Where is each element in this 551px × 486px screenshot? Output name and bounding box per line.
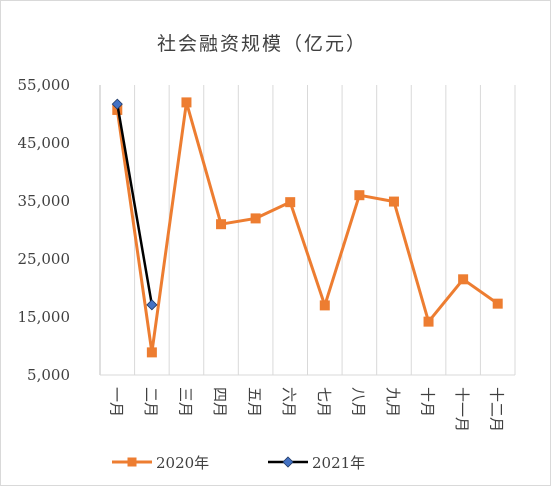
x-category-label: 十二月 [488, 387, 506, 432]
y-tick-label: 15,000 [18, 308, 71, 326]
x-category-label: 一月 [107, 387, 125, 417]
axes [99, 85, 515, 376]
x-category-label: 八月 [349, 387, 367, 417]
series-line-2021 [116, 103, 154, 306]
legend-label: 2021年 [312, 454, 365, 472]
x-category-label: 十一月 [453, 387, 471, 432]
x-category-label: 九月 [384, 387, 402, 417]
x-category-label: 二月 [142, 387, 160, 417]
data-point-marker [354, 190, 365, 201]
x-category-label: 十月 [419, 387, 437, 417]
gridlines [134, 85, 516, 375]
data-point-marker [285, 197, 296, 208]
data-point-marker [146, 347, 157, 358]
x-category-label: 五月 [246, 387, 264, 417]
x-axis-category-labels: 一月 二月 三月 四月 五月 六月 七月 八月 九月 十月 十一月 十二月 [107, 387, 505, 432]
legend: 2020年 2021年 [112, 454, 365, 472]
x-category-label: 六月 [280, 387, 298, 417]
x-category-label: 三月 [176, 387, 194, 417]
legend-label: 2020年 [156, 454, 209, 472]
series-lines [111, 97, 503, 358]
y-tick-label: 55,000 [18, 76, 71, 94]
data-point-marker [458, 274, 469, 285]
data-point-marker [492, 298, 503, 309]
data-point-marker [388, 196, 399, 207]
data-point-marker [216, 219, 227, 230]
x-category-label: 四月 [211, 387, 229, 417]
data-point-marker [319, 300, 330, 311]
data-point-marker [111, 98, 123, 110]
data-point-marker [146, 299, 158, 311]
data-point-marker [250, 213, 261, 224]
x-category-label: 七月 [315, 387, 333, 417]
y-tick-label: 25,000 [18, 250, 71, 268]
data-point-marker [423, 316, 434, 327]
y-tick-label: 5,000 [27, 366, 70, 384]
series-line-2020 [115, 100, 499, 354]
legend-swatch-marker [282, 456, 294, 468]
y-tick-label: 45,000 [18, 134, 71, 152]
data-point-marker [181, 97, 192, 108]
legend-swatch-marker [127, 457, 137, 467]
y-axis-tick-labels: 5,000 15,000 25,000 35,000 45,000 55,000 [18, 76, 71, 384]
chart-title: 社会融资规模（亿元） [157, 33, 367, 55]
y-tick-label: 35,000 [18, 192, 71, 210]
